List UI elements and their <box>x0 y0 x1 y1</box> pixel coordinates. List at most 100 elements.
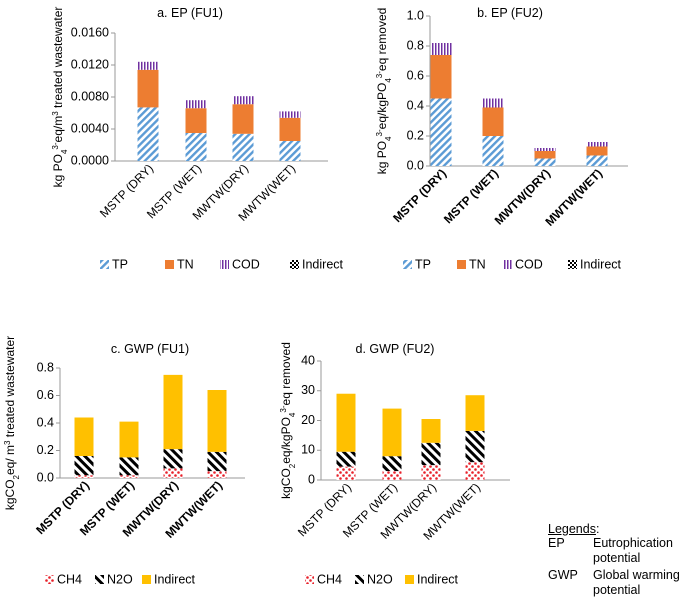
y-tick-label: 0.8 <box>407 38 424 52</box>
bar-segment-cod <box>232 96 254 105</box>
bar-segment-ch4 <box>163 468 183 478</box>
legend-glossary-title: Legends <box>548 522 596 536</box>
bar-segment-indirect <box>336 393 356 452</box>
y-tick-label: 40 <box>301 353 315 367</box>
y-tick-label: 1.0 <box>407 8 424 22</box>
y-axis-label: kg PO43-eq/kgPO43-eq removed <box>375 8 393 175</box>
bar-segment-n2o <box>74 456 94 476</box>
chart-title: a. EP (FU1) <box>157 6 223 20</box>
bar-segment-ch4 <box>119 475 139 478</box>
legend-glossary-colon: : <box>595 522 600 536</box>
legend-glossary-abbr: EP <box>548 536 565 550</box>
bar-segment-cod <box>482 98 504 108</box>
bar-segment-tp <box>534 158 556 166</box>
bar-segment-ch4 <box>421 465 441 480</box>
legend-swatch <box>403 260 412 269</box>
legend-item: TP <box>403 257 431 271</box>
legend-swatch <box>355 575 364 584</box>
bar-segment-tp <box>137 107 159 161</box>
bar-segment-tn <box>137 69 159 108</box>
legend-glossary-row-ep: EP Eutrophication potential <box>548 536 685 566</box>
chart-c: c. GWP (FU1) 0.0 0.2 0.4 0.6 0.8 kgCO2eq/ m3 t… <box>3 336 245 586</box>
bar-segment-tn <box>430 55 452 99</box>
legend-swatch <box>165 260 174 269</box>
legend-label: Indirect <box>580 257 622 271</box>
y-tick-label: 0.4 <box>407 98 424 112</box>
y-axis-label: kgCO2eq/ m3 treated wastewater <box>3 336 21 510</box>
legend-label: Indirect <box>417 572 459 586</box>
legend-swatch <box>220 260 229 269</box>
chart-title: d. GWP (FU2) <box>356 342 435 356</box>
charts-root: a. EP (FU1)0.00000.00400.00800.01200.016… <box>3 6 628 586</box>
y-axis-label: kg PO43-eq/m3 treated wastewater <box>51 7 69 188</box>
bar-segment-n2o <box>163 449 183 469</box>
legend-swatch <box>405 575 414 584</box>
legend-label: TN <box>469 257 486 271</box>
bar-segment-n2o <box>336 451 356 467</box>
bar-segment-indirect <box>421 419 441 443</box>
y-tick-label: 0.0160 <box>71 25 109 39</box>
bar-segment-indirect <box>207 390 227 452</box>
legend-swatch <box>305 575 314 584</box>
chart-title: b. EP (FU2) <box>477 6 543 20</box>
bar-segment-n2o <box>119 457 139 476</box>
bar-segment-cod <box>430 43 452 55</box>
bar-segment-ch4 <box>336 466 356 480</box>
legend-label: Indirect <box>154 572 196 586</box>
legend-label: Indirect <box>302 257 344 271</box>
y-tick-label: 0.0080 <box>71 89 109 103</box>
bar-segment-ch4 <box>465 462 485 480</box>
y-tick-label: 0.0040 <box>71 121 109 135</box>
legend-item: TP <box>100 257 128 271</box>
legend-label: N2O <box>107 572 133 586</box>
y-tick-label: 0.0 <box>37 470 54 484</box>
legend-label: COD <box>515 257 543 271</box>
y-tick-label: 0.6 <box>37 388 54 402</box>
bar-segment-ch4 <box>382 471 402 480</box>
bar-segment-cod <box>534 148 556 151</box>
bar-segment-tp <box>586 155 608 166</box>
chart-title: c. GWP (FU1) <box>111 342 189 356</box>
bar-segment-tn <box>232 104 254 134</box>
y-tick-label: 0.6 <box>407 68 424 82</box>
bar-segment-indirect <box>163 374 183 450</box>
bar-segment-tp <box>430 98 452 166</box>
legend-item: TN <box>457 257 486 271</box>
legend-item: Indirect <box>290 257 344 271</box>
bar-segment-tn <box>279 117 301 141</box>
legend-glossary-desc: Global warming potential <box>593 568 680 597</box>
y-tick-label: 0.0120 <box>71 57 109 71</box>
bar-segment-ch4 <box>207 471 227 478</box>
y-tick-label: 0.0000 <box>71 153 109 167</box>
bar-segment-n2o <box>382 456 402 472</box>
y-axis-label: kgCO2eq/kgPO43-eq removed <box>279 342 297 499</box>
y-tick-label: 0 <box>308 472 315 486</box>
legend-swatch <box>142 575 151 584</box>
y-tick-label: 0.2 <box>407 128 424 142</box>
y-tick-label: 0.8 <box>37 360 54 374</box>
bar-segment-tn <box>482 107 504 136</box>
legend-swatch <box>290 260 299 269</box>
legend-glossary-abbr: GWP <box>548 568 578 582</box>
y-tick-label: 20 <box>301 413 315 427</box>
bar-segment-indirect <box>465 395 485 431</box>
legend-swatch <box>100 260 109 269</box>
legend-item: N2O <box>95 572 133 586</box>
legend-item: N2O <box>355 572 393 586</box>
bar-segment-indirect <box>74 417 94 456</box>
legend-swatch <box>45 575 54 584</box>
legend-label: CH4 <box>317 572 342 586</box>
legend-swatch <box>457 260 466 269</box>
bar-segment-tp <box>279 141 301 161</box>
legend-swatch <box>503 260 512 269</box>
y-tick-label: 10 <box>301 443 315 457</box>
bar-segment-cod <box>137 61 159 70</box>
bar-segment-tp <box>185 133 207 161</box>
bar-segment-tn <box>185 108 207 133</box>
legend-label: TP <box>415 257 431 271</box>
chart-b: b. EP (FU2) 0.0 0.2 0.4 0.6 0.8 1.0 kg PO43-eq/… <box>375 6 628 271</box>
legend-item: Indirect <box>142 572 196 586</box>
chart-d: d. GWP (FU2) 0 10 20 30 40 kgCO2eq/kgPO43-eq r… <box>279 342 510 586</box>
legend-glossary-desc: Eutrophication potential <box>593 536 673 565</box>
